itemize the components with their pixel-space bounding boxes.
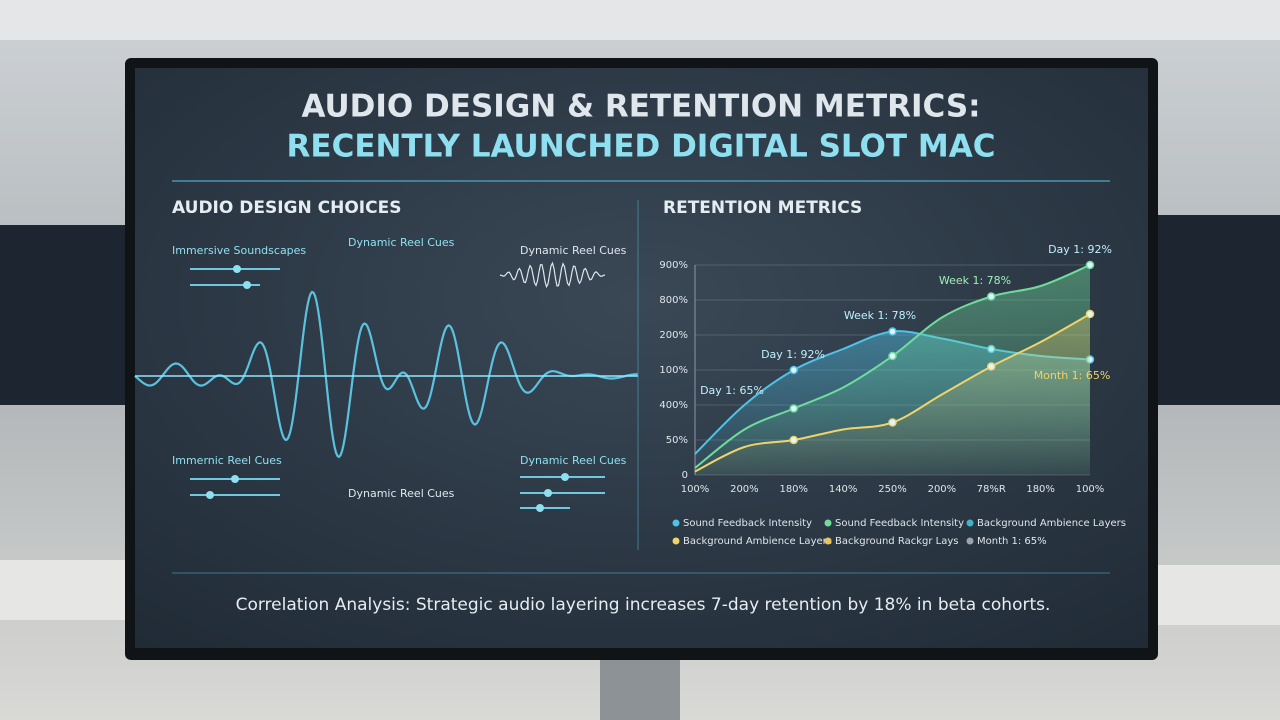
title: RECENTLY LAUNCHED DIGITAL SLOT MAC [287, 129, 996, 165]
legend-swatch [824, 519, 832, 527]
side-screen [1158, 215, 1280, 405]
point [789, 365, 798, 375]
annotation: Day 1: 92% [1048, 243, 1112, 256]
x-tick-label: 180% [1026, 484, 1055, 495]
x-tick-label: 180% [779, 484, 808, 495]
point [789, 435, 798, 445]
control-label: Dynamic Reel Cues [520, 244, 627, 257]
legend-swatch [672, 519, 680, 527]
x-tick-label: 140% [829, 484, 858, 495]
y-tick-label: 800% [659, 295, 688, 306]
footer-note: Correlation Analysis: Strategic audio la… [236, 595, 1051, 615]
y-tick-label: 400% [659, 400, 688, 411]
legend-swatch [966, 519, 974, 527]
legend-swatch [672, 537, 680, 545]
retention-chart: 0 50% 400% 100% 200% 800% 900% 100% 200% 180% 140%… [659, 243, 1126, 547]
point [888, 327, 897, 336]
legend-label: Sound Feedback Intensity [683, 518, 812, 529]
point [987, 292, 996, 301]
legend-label: Sound Feedback Intensity [835, 518, 964, 529]
annotation: Week 1: 78% [844, 309, 916, 322]
title: AUDIO DESIGN & RETENTION METRICS: [301, 89, 980, 125]
y-tick-label: 50% [666, 435, 688, 446]
knob [233, 265, 241, 273]
x-tick-label: 100% [681, 484, 710, 495]
point [1085, 260, 1095, 270]
y-tick-label: 200% [659, 330, 688, 341]
annotation: Day 1: 65% [700, 384, 764, 397]
point [789, 404, 798, 413]
y-tick-label: 100% [659, 365, 688, 376]
control-label: Dynamic Reel Cues [520, 454, 627, 467]
ceiling [0, 0, 1280, 40]
point [987, 362, 996, 371]
x-tick-label: 200% [928, 484, 957, 495]
knob [536, 504, 544, 512]
legend-label: Background Ambience Layers [977, 518, 1126, 529]
slider-knobs [206, 265, 569, 512]
x-tick-label: 100% [1076, 484, 1105, 495]
stand [600, 655, 680, 720]
section-heading: RETENTION METRICS [663, 198, 862, 218]
legend-swatch [966, 537, 974, 545]
section-heading: AUDIO DESIGN CHOICES [172, 198, 401, 218]
point [888, 351, 897, 361]
control-label: Dynamic Reel Cues [348, 487, 455, 500]
legend-label: Background Rackgr Lays [835, 536, 958, 547]
annotation: Week 1: 78% [939, 274, 1011, 287]
series-area [695, 314, 1090, 475]
x-tick-label: 200% [730, 484, 759, 495]
x-tick-label: 78%R [977, 484, 1006, 495]
x-tick-label: 250% [878, 484, 907, 495]
wave-mini [499, 261, 606, 289]
legend-label: Month 1: 65% [977, 536, 1047, 547]
annotation: Month 1: 65% [1034, 369, 1111, 382]
control-label: Dynamic Reel Cues [348, 236, 455, 249]
knob [243, 281, 251, 289]
annotation: Day 1: 92% [761, 348, 825, 361]
control-label: Immernic Reel Cues [172, 454, 282, 467]
knob [544, 489, 552, 497]
knob [231, 475, 239, 483]
control-label: Immersive Soundscapes [172, 244, 306, 257]
desk [0, 560, 125, 620]
legend-swatch [824, 537, 832, 545]
legend-label: Background Ambience Layers [683, 536, 832, 547]
knob [561, 473, 569, 481]
point [1085, 309, 1095, 319]
y-tick-label: 0 [682, 470, 688, 481]
knob [206, 491, 214, 499]
y-tick-label: 900% [659, 260, 688, 271]
side-screen [0, 225, 125, 405]
desk [1158, 565, 1280, 625]
waveform [134, 261, 638, 459]
point [888, 418, 897, 427]
